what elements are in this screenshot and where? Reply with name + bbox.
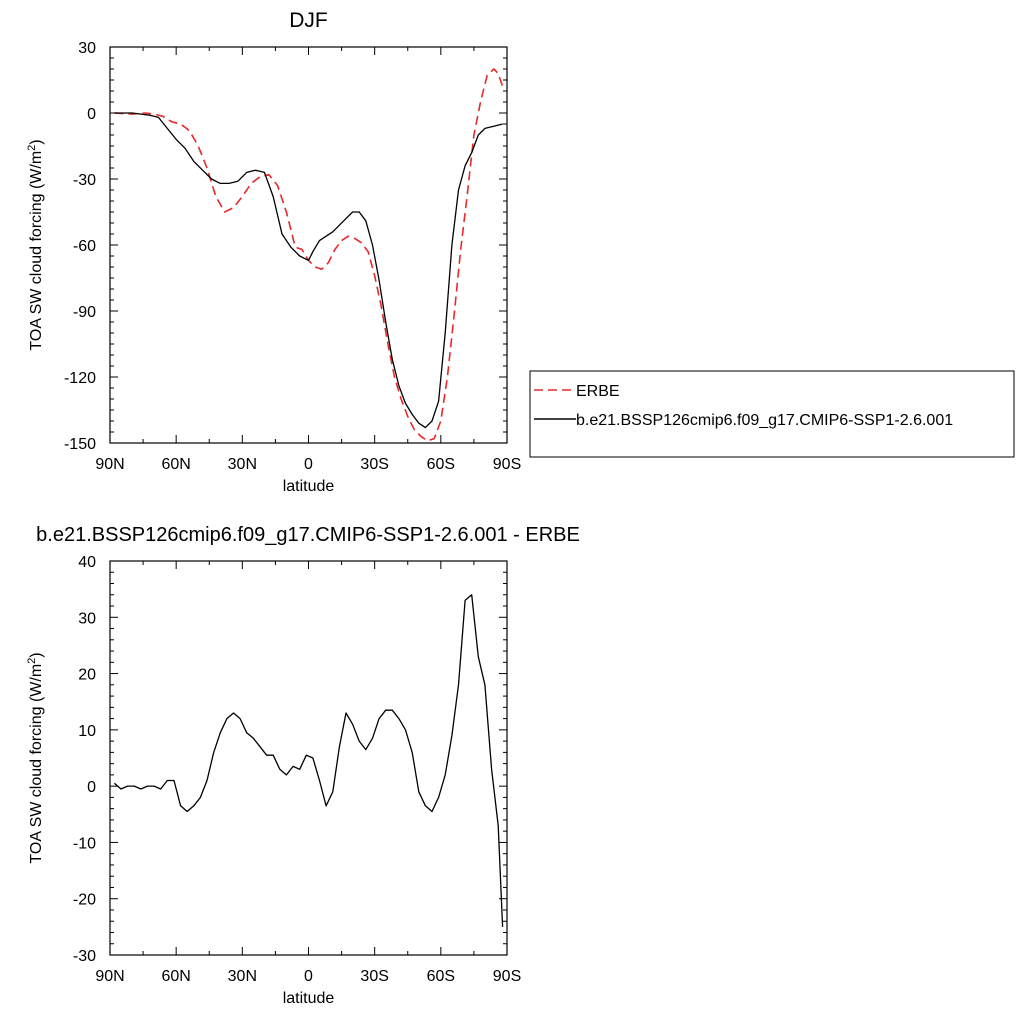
x-axis-label: latitude <box>283 478 335 495</box>
plot-frame <box>109 46 508 444</box>
x-tick-label: 60S <box>427 456 455 473</box>
y-tick-label: 40 <box>78 554 96 571</box>
x-tick-label: 0 <box>304 456 313 473</box>
x-tick-label: 30N <box>228 968 257 985</box>
y-tick-label: -30 <box>73 172 96 189</box>
y-tick-label: 30 <box>78 40 96 57</box>
chart-panel-1: DJF 90N 60N 30N 0 30S 60S 90S 30 0 -30 -60 -90 -120 -1… <box>26 9 1015 495</box>
x-tick-label: 90N <box>95 968 124 985</box>
y-tick-label: 20 <box>78 667 96 684</box>
y-axis-label: TOA SW cloud forcing (W/m2) <box>26 652 45 863</box>
series-line-b-e21-bssp126cmip6-f <box>114 112 503 429</box>
chart-title: DJF <box>289 9 328 32</box>
y-tick-label: -120 <box>64 370 96 387</box>
legend-entry: b.e21.BSSP126cmip6.f09_g17.CMIP6-SSP1-2.… <box>576 412 953 429</box>
y-tick-label: -150 <box>64 436 96 453</box>
legend-entry: ERBE <box>576 383 620 400</box>
y-tick-label: 10 <box>78 723 96 740</box>
y-axis-label: TOA SW cloud forcing (W/m2) <box>26 139 45 350</box>
y-tick-label: -20 <box>73 892 96 909</box>
y-tick-label: 0 <box>87 106 96 123</box>
y-tick-label: 30 <box>78 610 96 627</box>
y-tick-label: -60 <box>73 238 96 255</box>
x-tick-label: 90S <box>493 968 521 985</box>
y-tick-label: -30 <box>73 948 96 965</box>
x-tick-label: 90N <box>95 456 124 473</box>
x-tick-label: 60N <box>161 456 190 473</box>
x-axis-label: latitude <box>283 990 335 1007</box>
x-tick-label: 60N <box>161 968 190 985</box>
series-line-difference <box>113 594 504 927</box>
y-tick-label: -90 <box>73 304 96 321</box>
y-tick-label: 0 <box>87 779 96 796</box>
x-tick-label: 0 <box>304 968 313 985</box>
series-line-erbe <box>114 68 504 442</box>
chart-panel-2: b.e21.BSSP126cmip6.f09_g17.CMIP6-SSP1-2.… <box>26 524 580 1007</box>
x-tick-label: 90S <box>493 456 521 473</box>
legend-box <box>529 370 1015 458</box>
chart-title: b.e21.BSSP126cmip6.f09_g17.CMIP6-SSP1-2.… <box>36 524 580 546</box>
x-tick-label: 30S <box>360 968 388 985</box>
x-tick-label: 30S <box>360 456 388 473</box>
y-tick-label: -10 <box>73 835 96 852</box>
x-tick-label: 60S <box>427 968 455 985</box>
x-tick-label: 30N <box>228 456 257 473</box>
legend: ERBE b.e21.BSSP126cmip6.f09_g17.CMIP6-SSP… <box>529 370 1015 458</box>
